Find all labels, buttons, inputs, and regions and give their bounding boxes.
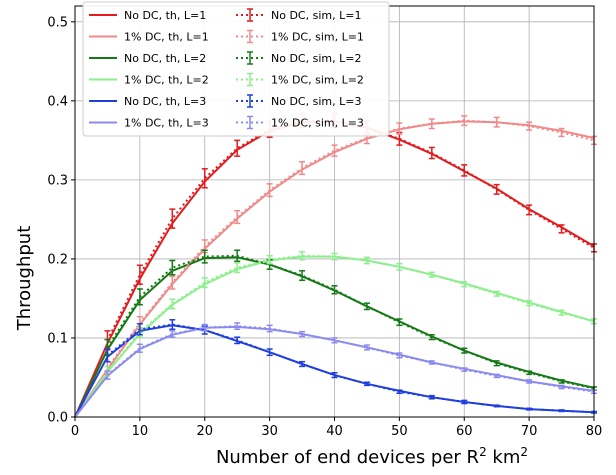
x-axis-label-main: Number of end devices per R: [216, 447, 479, 468]
legend-item-1pct-dc-th-l-3: 1% DC, th, L=3: [89, 117, 209, 130]
x-axis-label-sup: 2: [479, 445, 487, 459]
series-no-dc-sim-l-3: [104, 319, 597, 414]
series-1pct-dc-sim-l-1: [104, 115, 597, 376]
legend-item-no-dc-th-l-3: No DC, th, L=3: [89, 95, 206, 108]
legend-item-1pct-dc-sim-l-2: 1% DC, sim, L=2: [236, 72, 364, 87]
x-tick-label: 80: [586, 424, 603, 439]
legend-label: 1% DC, sim, L=3: [271, 117, 364, 130]
y-tick-label: 0.4: [47, 94, 68, 109]
series-line: [106, 323, 595, 414]
legend-box: [82, 1, 390, 137]
y-tick-label: 0.0: [47, 411, 68, 426]
legend-label: No DC, th, L=2: [124, 52, 206, 65]
legend-label: No DC, th, L=3: [124, 95, 206, 108]
x-tick-label: 60: [456, 424, 473, 439]
legend-label: 1% DC, th, L=1: [124, 31, 209, 44]
legend-label: 1% DC, th, L=2: [124, 74, 209, 87]
legend-item-1pct-dc-th-l-2: 1% DC, th, L=2: [89, 74, 209, 87]
series-line: [106, 119, 595, 341]
legend-item-no-dc-sim-l-3: No DC, sim, L=3: [236, 94, 361, 108]
legend-label: 1% DC, sim, L=2: [271, 74, 364, 87]
x-tick-label: 70: [521, 424, 538, 439]
y-tick-label: 0.1: [47, 331, 68, 346]
y-tick-label: 0.3: [47, 173, 68, 188]
legend: No DC, th, L=1 1% DC, th, L=1 No DC, th, L…: [82, 1, 390, 137]
series-line: [106, 325, 595, 393]
series-1pct-dc-sim-l-3: [104, 322, 597, 395]
series-no-dc-sim-l-1: [104, 112, 597, 351]
legend-label: No DC, sim, L=2: [271, 52, 361, 65]
legend-item-no-dc-sim-l-2: No DC, sim, L=2: [236, 51, 361, 65]
x-axis-label: Number of end devices per R2 km2: [216, 445, 528, 468]
y-tick-label: 0.2: [47, 252, 68, 267]
legend-label: No DC, sim, L=1: [271, 9, 361, 22]
legend-label: 1% DC, th, L=3: [124, 117, 209, 130]
x-tick-label: 30: [261, 424, 278, 439]
series-1pct-dc-sim-l-2: [104, 251, 597, 377]
axis-ticks: 0 10 20 30 40 50 60 70 80 0.0 0.1 0.2 0.3 0.4 0.5: [47, 15, 602, 439]
legend-item-1pct-dc-sim-l-1: 1% DC, sim, L=1: [236, 29, 364, 44]
legend-item-no-dc-th-l-1: No DC, th, L=1: [89, 9, 206, 22]
series-line: [106, 254, 595, 390]
legend-item-no-dc-sim-l-1: No DC, sim, L=1: [236, 8, 361, 22]
x-axis-label-suffix: km: [487, 447, 521, 468]
legend-item-1pct-dc-sim-l-3: 1% DC, sim, L=3: [236, 115, 364, 130]
series-no-dc-sim-l-2: [104, 249, 597, 391]
legend-label: 1% DC, sim, L=1: [271, 31, 364, 44]
x-tick-label: 20: [196, 424, 213, 439]
x-axis-label-sup2: 2: [520, 445, 528, 459]
legend-item-no-dc-th-l-2: No DC, th, L=2: [89, 52, 206, 65]
y-tick-label: 0.5: [47, 15, 68, 30]
x-tick-label: 50: [391, 424, 408, 439]
series-line: [106, 254, 595, 372]
series-layer: [74, 112, 597, 418]
x-tick-label: 0: [71, 424, 79, 439]
legend-label: No DC, th, L=1: [124, 9, 206, 22]
x-tick-label: 40: [326, 424, 343, 439]
x-tick-label: 10: [132, 424, 149, 439]
y-axis-label: Throughput: [14, 226, 35, 332]
legend-label: No DC, sim, L=3: [271, 95, 361, 108]
legend-item-1pct-dc-th-l-1: 1% DC, th, L=1: [89, 31, 209, 44]
series-line: [106, 119, 595, 369]
